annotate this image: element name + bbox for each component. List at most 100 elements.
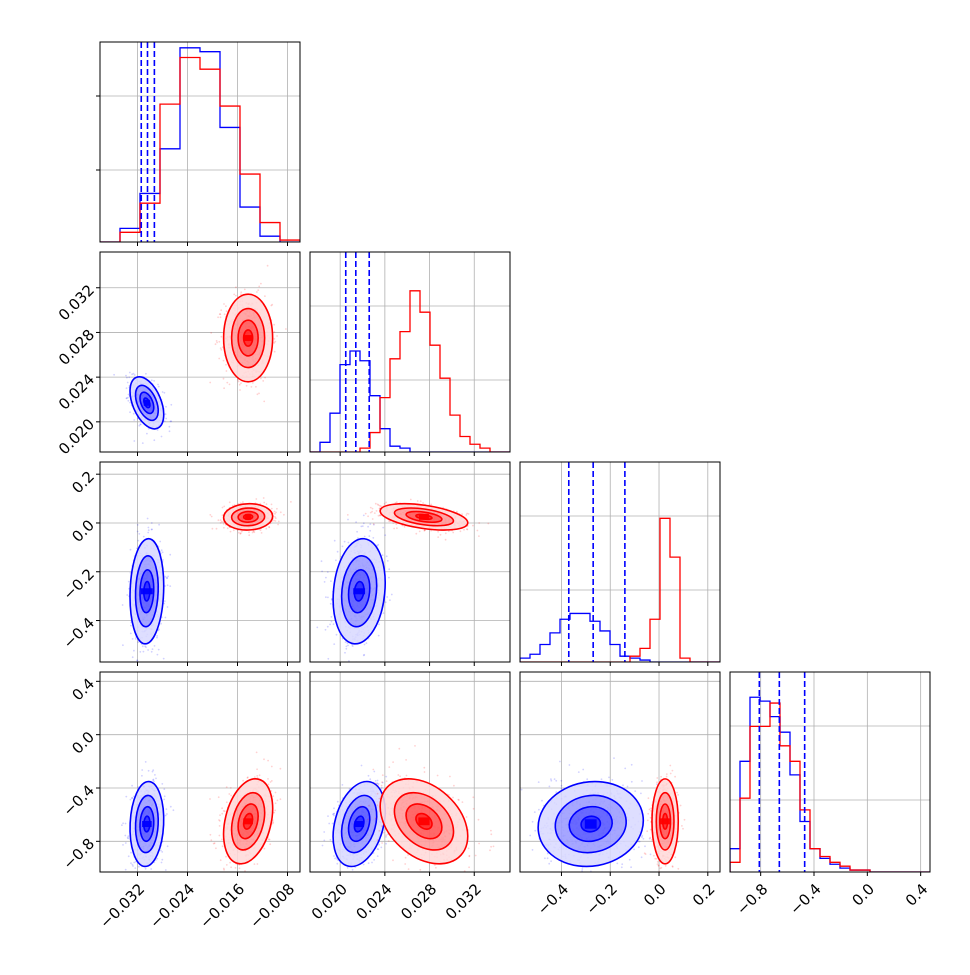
scatter-point — [348, 542, 350, 544]
scatter-point — [229, 501, 231, 503]
density-peak-blue — [142, 821, 152, 827]
scatter-point — [430, 504, 432, 506]
scatter-point — [137, 531, 139, 533]
scatter-point — [145, 868, 147, 870]
scatter-point — [388, 520, 390, 522]
scatter-point — [226, 310, 228, 312]
scatter-point — [161, 862, 163, 864]
scatter-point — [369, 665, 371, 667]
scatter-point — [147, 518, 149, 520]
scatter-point — [225, 364, 227, 366]
scatter-point — [264, 295, 266, 297]
scatter-point — [137, 540, 139, 542]
scatter-point — [246, 385, 248, 387]
scatter-point — [122, 822, 124, 824]
scatter-point — [158, 524, 160, 526]
scatter-point — [266, 503, 268, 505]
scatter-point — [210, 839, 212, 841]
scatter-point — [142, 442, 144, 444]
scatter-point — [240, 532, 242, 534]
scatter-point — [165, 815, 167, 817]
scatter-point — [235, 867, 237, 869]
scatter-point — [242, 876, 244, 878]
scatter-point — [330, 580, 332, 582]
scatter-point — [262, 380, 264, 382]
scatter-point — [220, 349, 222, 351]
scatter-point — [246, 876, 248, 878]
scatter-point — [248, 534, 250, 536]
scatter-point — [130, 633, 132, 635]
scatter-point — [379, 670, 381, 672]
scatter-point — [166, 813, 168, 815]
scatter-point — [256, 291, 258, 293]
scatter-point — [269, 843, 271, 845]
scatter-point — [122, 844, 124, 846]
scatter-point — [327, 597, 329, 599]
density-peak-red — [419, 514, 429, 520]
scatter-point — [228, 793, 230, 795]
scatter-point — [368, 535, 370, 537]
scatter-point — [173, 809, 175, 811]
scatter-point — [263, 502, 265, 504]
scatter-point — [147, 878, 149, 880]
scatter-point — [127, 382, 129, 384]
scatter-point — [156, 858, 158, 860]
scatter-point — [239, 389, 241, 391]
scatter-point — [137, 641, 139, 643]
scatter-point — [258, 393, 260, 395]
scatter-point — [419, 531, 421, 533]
scatter-point — [327, 626, 329, 628]
scatter-point — [169, 585, 171, 587]
scatter-point — [219, 313, 221, 315]
scatter-point — [151, 880, 153, 882]
scatter-point — [125, 375, 127, 377]
scatter-point — [162, 559, 164, 561]
scatter-point — [273, 324, 275, 326]
scatter-point — [316, 627, 318, 629]
scatter-point — [325, 596, 327, 598]
scatter-point — [162, 391, 164, 393]
scatter-point — [487, 523, 489, 525]
scatter-point — [160, 850, 162, 852]
scatter-point — [151, 529, 153, 531]
scatter-point — [384, 503, 386, 505]
scatter-point — [152, 648, 154, 650]
panel-2-2 — [520, 462, 720, 666]
scatter-point — [241, 531, 243, 533]
scatter-point — [372, 508, 374, 510]
scatter-point — [162, 875, 164, 877]
scatter-point — [321, 560, 323, 562]
scatter-point — [139, 651, 141, 653]
scatter-point — [240, 382, 242, 384]
scatter-point — [331, 621, 333, 623]
scatter-point — [167, 584, 169, 586]
scatter-point — [156, 635, 158, 637]
scatter-point — [143, 651, 145, 653]
scatter-point — [242, 780, 244, 782]
scatter-point — [388, 568, 390, 570]
scatter-point — [440, 534, 442, 536]
scatter-point — [388, 577, 390, 579]
scatter-point — [161, 549, 163, 551]
density-peak-red — [243, 335, 253, 341]
scatter-point — [334, 540, 336, 542]
y-tick-label: 0.024 — [55, 370, 98, 413]
scatter-point — [113, 374, 115, 376]
scatter-point — [126, 594, 128, 596]
scatter-point — [159, 880, 161, 882]
scatter-point — [131, 797, 133, 799]
scatter-point — [149, 874, 151, 876]
scatter-point — [330, 603, 332, 605]
scatter-point — [372, 537, 374, 539]
scatter-point — [148, 529, 150, 531]
scatter-point — [257, 393, 259, 395]
scatter-point — [420, 500, 422, 502]
scatter-point — [277, 524, 279, 526]
scatter-point — [472, 525, 474, 527]
scatter-point — [133, 650, 135, 652]
scatter-point — [385, 601, 387, 603]
scatter-point — [477, 530, 479, 532]
scatter-point — [242, 501, 244, 503]
scatter-point — [267, 265, 269, 267]
